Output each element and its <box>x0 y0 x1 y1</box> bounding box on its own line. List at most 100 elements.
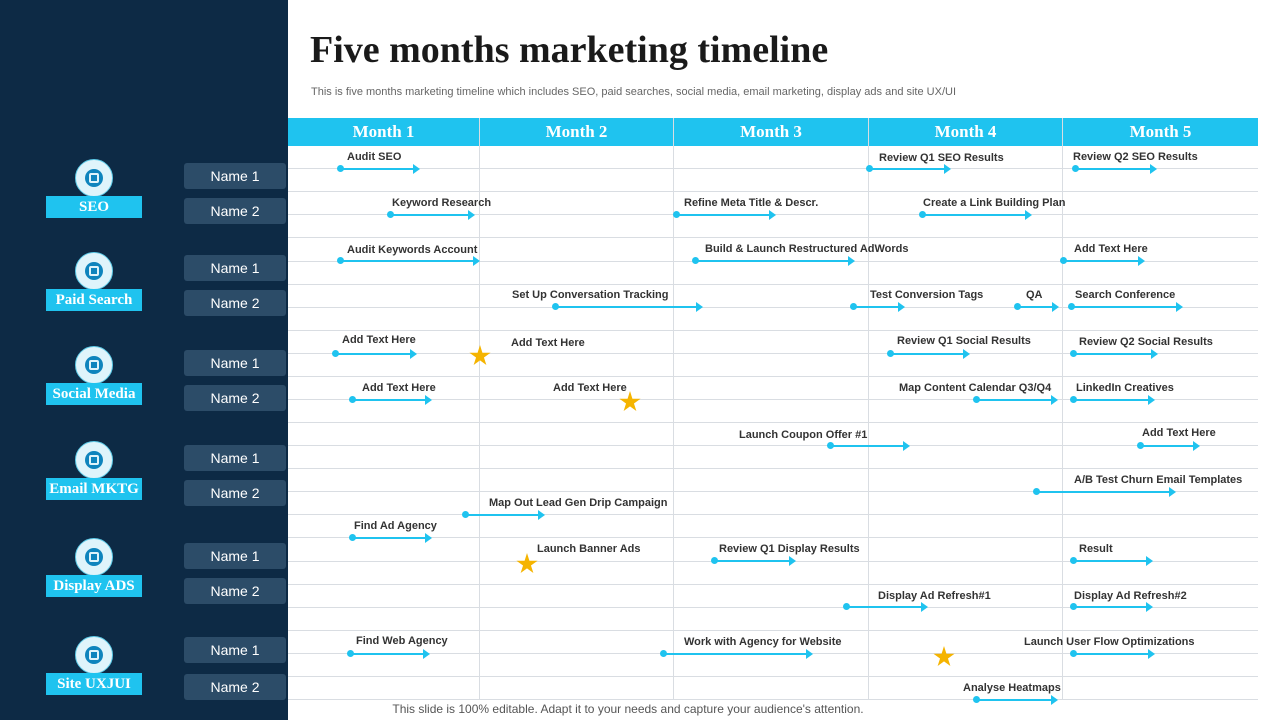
category-label-social-media: Social Media <box>46 383 142 405</box>
timeline-arrow <box>1070 392 1155 406</box>
grid-line <box>288 445 1258 446</box>
grid-line <box>288 607 1258 608</box>
category-label-email-mktg: Email MKTG <box>46 478 142 500</box>
name-box: Name 1 <box>184 445 286 471</box>
category-label-seo: SEO <box>46 196 142 218</box>
timeline-arrow <box>692 253 855 267</box>
timeline-arrow <box>462 507 545 521</box>
grid-line <box>288 399 1258 400</box>
timeline-arrow <box>1137 438 1200 452</box>
timeline-arrow <box>349 392 432 406</box>
grid-line <box>288 699 1258 700</box>
search-icon <box>75 159 113 197</box>
timeline-arrow <box>973 692 1058 706</box>
timeline-arrow <box>866 161 951 175</box>
name-box: Name 2 <box>184 198 286 224</box>
website-icon <box>75 636 113 674</box>
timeline-arrow <box>337 161 420 175</box>
timeline-arrow <box>919 207 1032 221</box>
name-box: Name 1 <box>184 255 286 281</box>
task-label: Add Text Here <box>1074 243 1148 255</box>
grid-line <box>288 376 1258 377</box>
task-label: Build & Launch Restructured AdWords <box>705 243 909 255</box>
grid-line <box>288 307 1258 308</box>
timeline-arrow <box>1014 299 1059 313</box>
category-label-site-ux: Site UXJUI <box>46 673 142 695</box>
task-label: Find Ad Agency <box>354 520 437 532</box>
task-label: Launch User Flow Optimizations <box>1024 636 1195 648</box>
timeline-arrow <box>332 346 417 360</box>
task-label: Review Q1 Social Results <box>897 335 1031 347</box>
email-icon <box>75 441 113 479</box>
timeline-arrow <box>1070 646 1155 660</box>
name-box: Name 2 <box>184 674 286 700</box>
timeline-arrow <box>1070 599 1153 613</box>
display-ads-icon <box>75 538 113 576</box>
timeline-arrow <box>1072 161 1157 175</box>
grid-line <box>288 353 1258 354</box>
category-label-paid-search: Paid Search <box>46 289 142 311</box>
name-box: Name 2 <box>184 385 286 411</box>
page-subtitle: This is five months marketing timeline w… <box>311 86 956 98</box>
milestone-star-icon <box>933 646 955 667</box>
task-label: Display Ad Refresh#1 <box>878 590 991 602</box>
milestone-star-icon <box>469 345 491 366</box>
timeline-arrow <box>1070 553 1153 567</box>
timeline-arrow <box>711 553 796 567</box>
grid-line <box>288 676 1258 677</box>
grid-line <box>288 514 1258 515</box>
task-label: Search Conference <box>1075 289 1176 301</box>
category-label-display-ads: Display ADS <box>46 575 142 597</box>
task-label: Add Text Here <box>511 337 585 349</box>
task-label: Add Text Here <box>553 382 627 394</box>
grid-line <box>288 168 1258 169</box>
month-header-2: Month 2 <box>480 118 674 146</box>
timeline-arrow <box>827 438 910 452</box>
timeline-arrow <box>1068 299 1183 313</box>
task-label: Find Web Agency <box>356 635 448 647</box>
task-label: Keyword Research <box>392 197 492 209</box>
task-label: Create a Link Building Plan <box>923 197 1066 209</box>
grid-line <box>1062 118 1063 700</box>
timeline-arrow <box>843 599 928 613</box>
task-label: Set Up Conversation Tracking <box>512 289 669 301</box>
task-label: Add Text Here <box>1142 427 1216 439</box>
task-label: Analyse Heatmaps <box>963 682 1061 694</box>
timeline-arrow <box>349 530 432 544</box>
month-header-1: Month 1 <box>288 118 480 146</box>
grid-line <box>288 422 1258 423</box>
task-label: Audit SEO <box>347 151 402 163</box>
milestone-star-icon <box>516 553 538 574</box>
timeline-arrow <box>337 253 480 267</box>
timeline-arrow <box>552 299 703 313</box>
timeline-arrow <box>347 646 430 660</box>
timeline-arrow <box>660 646 813 660</box>
grid-line <box>288 468 1258 469</box>
task-label: Map Content Calendar Q3/Q4 <box>899 382 1052 394</box>
sidebar: SEO Paid Search Social Media Email MKTG … <box>0 0 288 720</box>
timeline-arrow <box>1033 484 1176 498</box>
social-icon <box>75 346 113 384</box>
grid-line <box>288 284 1258 285</box>
task-label: Review Q1 SEO Results <box>879 152 1004 164</box>
grid-line <box>868 118 869 700</box>
grid-line <box>288 237 1258 238</box>
grid-line <box>288 330 1258 331</box>
timeline-arrow <box>1070 346 1158 360</box>
task-label: LinkedIn Creatives <box>1076 382 1174 394</box>
grid-line <box>288 191 1258 192</box>
task-label: Launch Coupon Offer #1 <box>739 429 868 441</box>
task-label: Add Text Here <box>362 382 436 394</box>
task-label: Work with Agency for Website <box>684 636 842 648</box>
grid-line <box>288 584 1258 585</box>
grid-line <box>288 491 1258 492</box>
task-label: QA <box>1026 289 1043 301</box>
name-box: Name 1 <box>184 543 286 569</box>
name-box: Name 2 <box>184 480 286 506</box>
timeline-arrow <box>1060 253 1145 267</box>
page-title: Five months marketing timeline <box>310 29 829 71</box>
task-label: A/B Test Churn Email Templates <box>1074 474 1243 486</box>
timeline-arrow <box>973 392 1058 406</box>
footer-note: This slide is 100% editable. Adapt it to… <box>392 702 864 716</box>
task-label: Review Q2 Social Results <box>1079 336 1213 348</box>
